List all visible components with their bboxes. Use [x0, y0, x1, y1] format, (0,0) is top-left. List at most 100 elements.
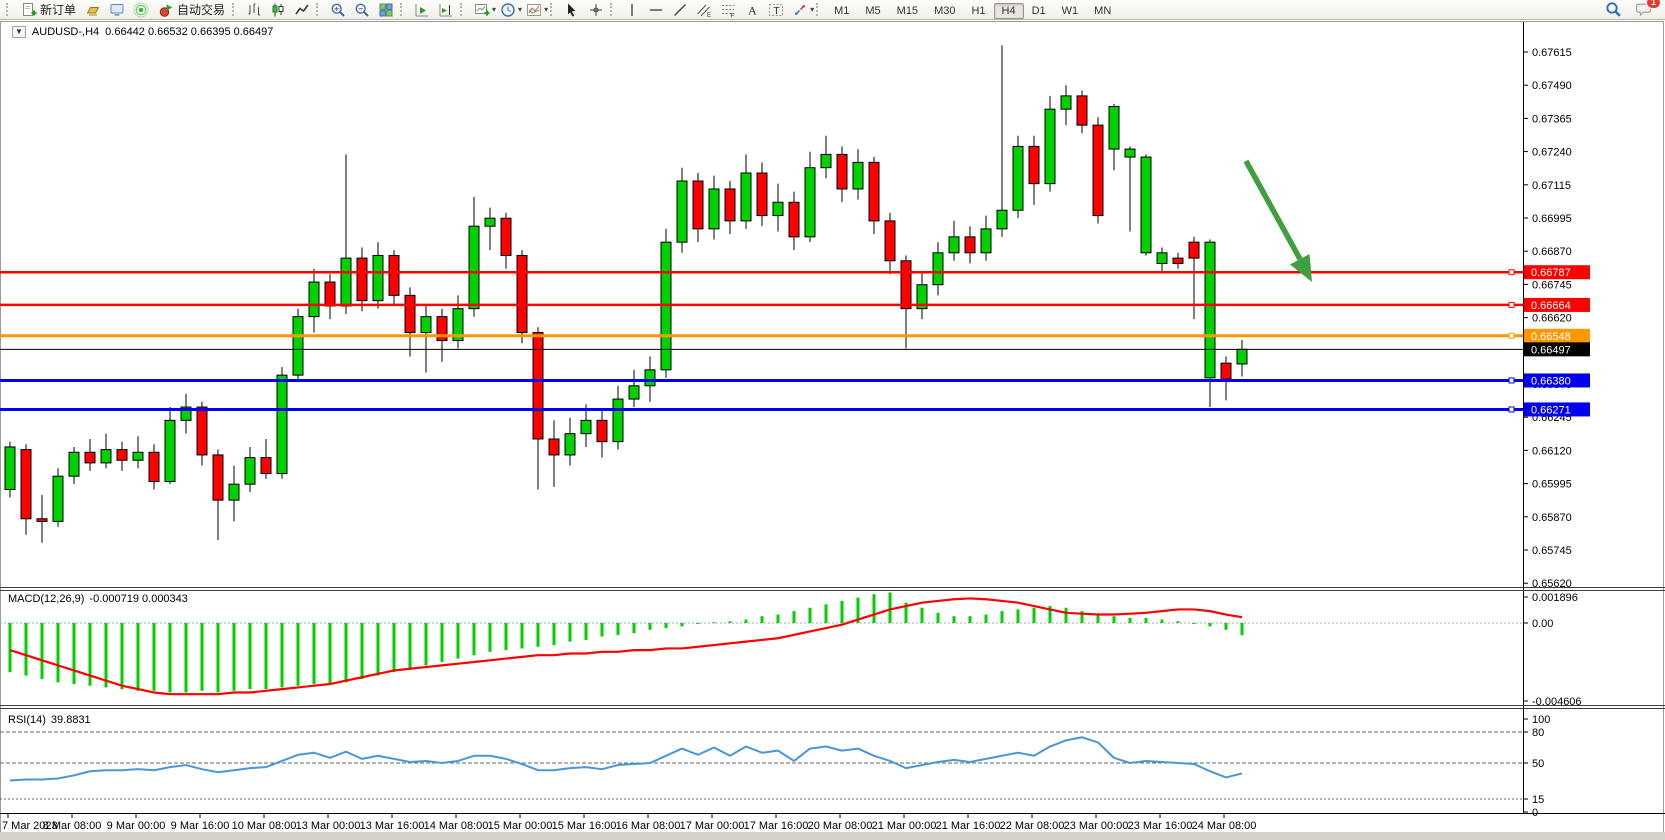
symbol-dropdown-icon[interactable]: ▼ [12, 26, 26, 38]
auto-scroll-button[interactable] [434, 0, 458, 19]
chart-canvas[interactable]: 0.67615 0.67490 0.67365 0.67240 0.67115 0.669… [0, 20, 1665, 840]
candle-body [788, 201, 800, 238]
line-chart-button[interactable] [290, 0, 314, 19]
annotation-arrow-head[interactable] [1290, 254, 1312, 282]
new-order-button[interactable]: 新订单 [16, 0, 81, 19]
macd-bar [520, 623, 524, 649]
toolbar-gripper[interactable] [460, 3, 466, 16]
dropdown-caret[interactable]: ▾ [518, 5, 523, 14]
navigator-button[interactable] [105, 0, 129, 19]
macd-bar [1176, 621, 1180, 623]
timeframe-button-M5[interactable]: M5 [865, 4, 881, 17]
equidistant-channel-button[interactable]: E [692, 0, 716, 19]
autotrading-button[interactable]: 自动交易 [153, 0, 230, 19]
toolbar-gripper[interactable] [610, 3, 616, 16]
search-button[interactable] [1601, 0, 1625, 19]
candle-body [612, 398, 624, 443]
text-button[interactable]: A [740, 0, 764, 19]
text-label-button[interactable]: T [764, 0, 788, 19]
rsi-axis-label: 50 [1532, 758, 1544, 770]
toolbar-gripper[interactable] [816, 3, 822, 16]
dropdown-caret[interactable]: ▾ [492, 5, 497, 14]
dropdown-caret[interactable]: ▾ [544, 5, 549, 14]
arrows-button[interactable] [788, 0, 812, 19]
cursor-button[interactable] [560, 0, 584, 19]
macd-bar [392, 623, 396, 673]
macd-bar [504, 623, 508, 651]
timeframe-button-D1[interactable]: D1 [1031, 4, 1046, 17]
notifications-button[interactable]: 1 [1631, 0, 1661, 19]
price-badge-box [1524, 402, 1590, 417]
candle-body [1044, 108, 1056, 185]
dropdown-caret[interactable]: ▾ [810, 5, 815, 14]
macd-bar [904, 602, 908, 623]
candle-body [740, 172, 752, 222]
tile-windows-button[interactable] [374, 0, 398, 19]
toolbar-gripper[interactable] [6, 3, 12, 16]
toolbar-gripper[interactable] [316, 3, 322, 16]
hline-handle[interactable] [1508, 406, 1515, 413]
timeframe-button-M1[interactable]: M1 [834, 4, 850, 17]
candle-body [852, 161, 864, 190]
zoom-in-button[interactable] [326, 0, 350, 19]
time-axis-label: 9 Mar 00:00 [107, 820, 166, 832]
timeframe-button-M30[interactable]: M30 [934, 4, 956, 17]
hline-handle[interactable] [1508, 301, 1515, 308]
toolbar-gripper[interactable] [550, 3, 556, 16]
macd-bar [920, 607, 924, 623]
timeframe-button-H1[interactable]: H1 [971, 4, 986, 17]
new-chart-button[interactable] [470, 0, 494, 19]
time-axis-label: 21 Mar 00:00 [872, 820, 937, 832]
horizontal-line-button[interactable] [644, 0, 668, 19]
hline-handle[interactable] [1508, 332, 1515, 339]
hline-handle[interactable] [1508, 269, 1515, 276]
macd-bar [776, 614, 780, 623]
macd-bar [1016, 609, 1020, 623]
price-axis-label: 0.66120 [1532, 445, 1572, 457]
candle-body [628, 385, 640, 400]
terminal-button[interactable] [129, 0, 153, 19]
annotation-arrow-line[interactable] [1243, 159, 1303, 261]
zoom-out-button[interactable] [350, 0, 374, 19]
chart-window: 0.67615 0.67490 0.67365 0.67240 0.67115 0.669… [0, 20, 1665, 840]
candle-body [804, 167, 816, 238]
timeframe-button-M15[interactable]: M15 [896, 4, 919, 17]
price-axis-label: 0.66620 [1532, 313, 1572, 325]
chart-shift-icon [415, 3, 429, 16]
candle-body [676, 180, 688, 243]
periods-button[interactable] [496, 0, 520, 19]
crosshair-button[interactable] [584, 0, 608, 19]
macd-bar [440, 623, 444, 662]
candle-body [1092, 124, 1104, 217]
candle-body [148, 451, 160, 483]
toolbar-gripper[interactable] [232, 3, 238, 16]
vertical-line-icon [631, 3, 633, 16]
macd-bar [296, 623, 300, 686]
toolbar-gripper[interactable] [400, 3, 406, 16]
macd-bar [1032, 607, 1036, 623]
chart-ohlc-values: 0.66442 0.66532 0.66395 0.66497 [105, 26, 274, 38]
macd-bar [1048, 606, 1052, 623]
chart-shift-button[interactable] [410, 0, 434, 19]
bar-chart-button[interactable] [242, 0, 266, 19]
market-watch-button[interactable] [81, 0, 105, 19]
timeframe-button-H4[interactable]: H4 [993, 2, 1024, 19]
candle-body [900, 260, 912, 310]
macd-bar [24, 623, 28, 676]
time-axis-label: 21 Mar 16:00 [936, 820, 1001, 832]
candle-body [180, 406, 192, 421]
vertical-line-button[interactable] [620, 0, 644, 19]
price-axis-label: 0.66995 [1532, 213, 1572, 225]
candle-body [932, 252, 944, 286]
candle-body [404, 294, 416, 334]
templates-button[interactable] [522, 0, 546, 19]
fibonacci-button[interactable]: F [716, 0, 740, 19]
timeframe-button-W1[interactable]: W1 [1061, 4, 1079, 17]
hline-handle[interactable] [1508, 377, 1515, 384]
macd-bar [584, 623, 588, 640]
price-axis-label: 0.65620 [1532, 578, 1572, 590]
timeframe-button-MN[interactable]: MN [1094, 4, 1112, 17]
candlestick-chart-button[interactable] [266, 0, 290, 19]
trendline-button[interactable] [668, 0, 692, 19]
price-line-badge: 0.66497 [1531, 344, 1571, 356]
